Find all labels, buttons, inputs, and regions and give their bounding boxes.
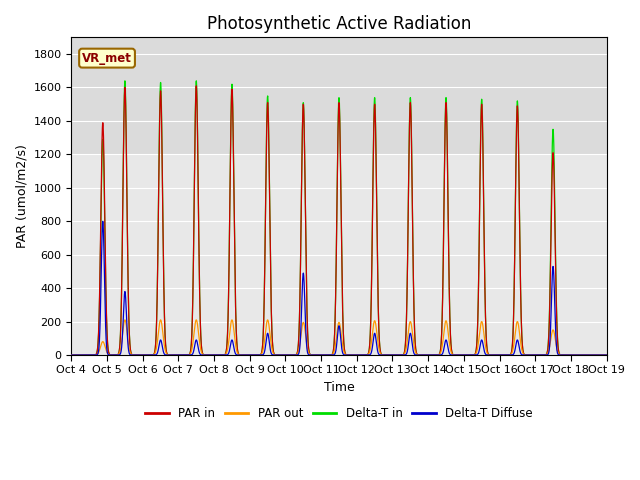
X-axis label: Time: Time [324, 381, 355, 394]
Text: VR_met: VR_met [82, 52, 132, 65]
Y-axis label: PAR (umol/m2/s): PAR (umol/m2/s) [15, 144, 28, 248]
Title: Photosynthetic Active Radiation: Photosynthetic Active Radiation [207, 15, 471, 33]
Bar [72, 37, 607, 155]
Legend: PAR in, PAR out, Delta-T in, Delta-T Diffuse: PAR in, PAR out, Delta-T in, Delta-T Dif… [141, 402, 538, 425]
